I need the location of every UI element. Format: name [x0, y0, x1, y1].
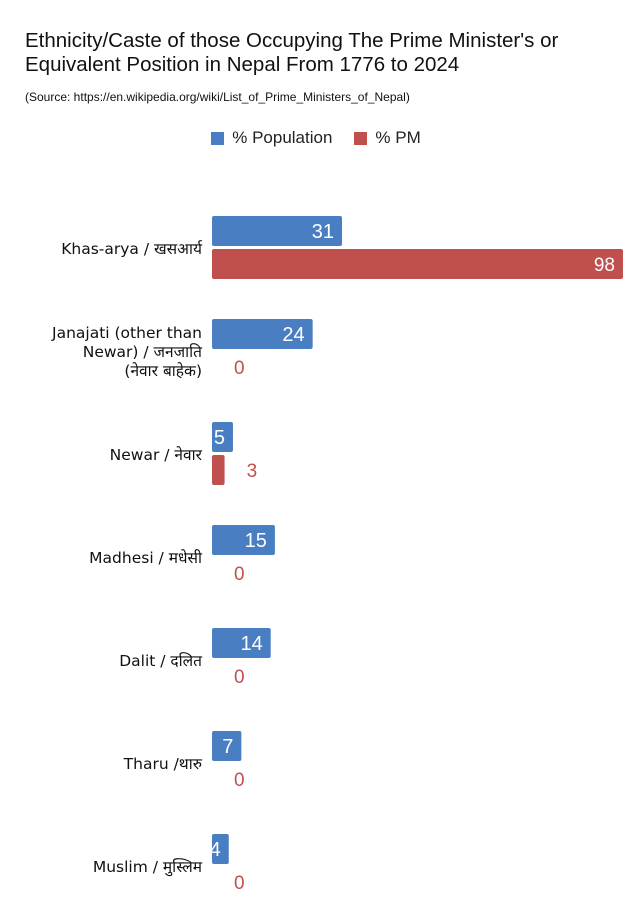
category-label: Madhesi / मधेसी: [89, 549, 203, 567]
data-label-pm: 0: [234, 667, 245, 688]
category-label: Dalit / दलित: [119, 652, 203, 670]
category-label: Khas-arya / खसआर्य: [61, 240, 203, 258]
category-label: Newar / नेवार: [110, 446, 203, 464]
data-label-population: 31: [312, 221, 334, 243]
data-label-population: 7: [222, 736, 233, 758]
data-label-population: 15: [245, 530, 267, 552]
bar-population: [212, 731, 242, 761]
data-label-population: 4: [210, 839, 221, 861]
bar-population: [212, 319, 313, 349]
legend-item-pm: % PM: [354, 128, 421, 148]
data-label-pm: 0: [234, 770, 245, 791]
bar-population: [212, 422, 233, 452]
category-label: Tharu /थारु: [123, 755, 203, 773]
category-label: Muslim / मुस्लिम: [93, 858, 203, 877]
chart-subtitle: (Source: https://en.wikipedia.org/wiki/L…: [25, 90, 410, 104]
data-label-population: 24: [282, 324, 304, 346]
category-label: Janajati (other than: [51, 324, 202, 342]
legend-label-pm: % PM: [375, 128, 421, 147]
data-label-pm: 3: [247, 461, 258, 482]
bar-pm: [212, 249, 623, 279]
legend-swatch-population: [211, 131, 225, 145]
bar-population: [212, 525, 275, 555]
bar-population: [212, 216, 343, 246]
legend-item-population: % Population: [211, 128, 332, 148]
data-label-pm: 0: [234, 564, 245, 585]
bar-population: [212, 834, 229, 864]
legend-swatch-pm: [354, 131, 368, 145]
data-label-pm: 0: [234, 358, 245, 379]
legend-label-population: % Population: [232, 128, 333, 147]
data-label-pm: 0: [234, 873, 245, 894]
legend: % Population % PM: [0, 128, 632, 148]
data-label-pm: 98: [594, 255, 615, 276]
category-label: Newar) / जनजाति: [83, 343, 203, 361]
data-label-population: 14: [240, 633, 262, 655]
category-label: (नेवार बाहेक): [124, 362, 202, 380]
bar-pm: [212, 455, 225, 485]
data-label-population: 5: [214, 427, 225, 449]
chart-title: Ethnicity/Caste of those Occupying The P…: [25, 29, 559, 76]
bar-population: [212, 628, 271, 658]
